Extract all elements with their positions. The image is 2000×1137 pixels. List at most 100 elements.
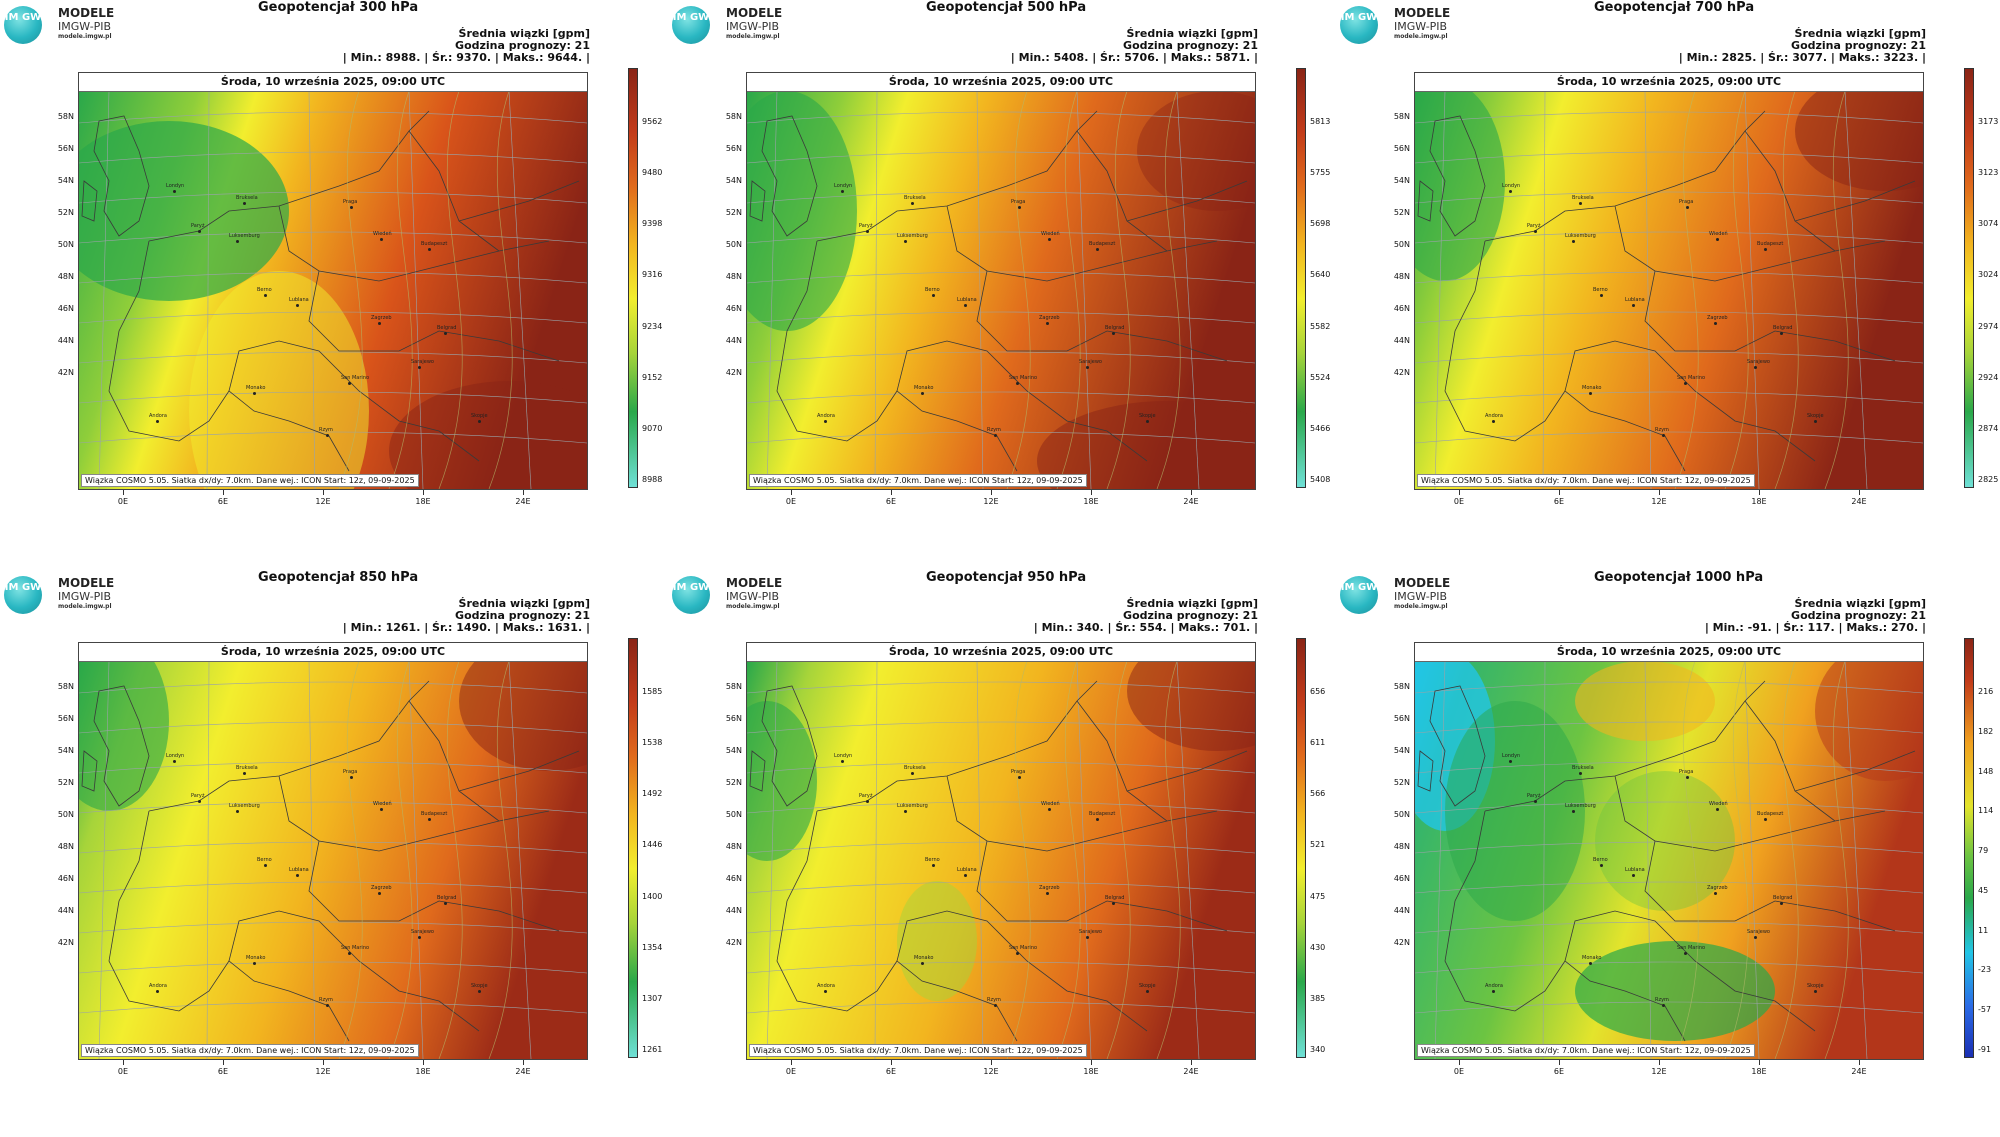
spread-isoline	[1106, 91, 1131, 489]
city-label: Wiedeń	[1709, 231, 1728, 237]
city-marker-icon	[1572, 240, 1575, 243]
city-marker-icon	[156, 990, 159, 993]
latitude-label: 42N	[1393, 938, 1410, 947]
city-label: Rzym	[319, 997, 333, 1003]
graticule-parallel	[1415, 881, 1923, 894]
city-marker-icon	[253, 392, 256, 395]
spread-isoline	[1156, 661, 1181, 1059]
latitude-label: 52N	[57, 208, 74, 217]
graticule-parallel	[79, 271, 587, 284]
city-label: Rzym	[1655, 997, 1669, 1003]
spread-isoline	[1824, 91, 1849, 489]
border-line	[1794, 750, 1916, 792]
city-label: Lublana	[1625, 297, 1645, 303]
logo-line1: MODELE	[726, 576, 783, 590]
latitude-label: 46N	[1393, 304, 1410, 313]
border-line	[1644, 270, 1896, 362]
graticule-parallel	[1415, 681, 1923, 694]
graticule-parallel	[79, 761, 587, 774]
city-marker-icon	[350, 206, 353, 209]
city-marker-icon	[1086, 366, 1089, 369]
city-label: Luksemburg	[1565, 233, 1596, 239]
geopotential-field	[747, 91, 1255, 489]
longitude-label: 24E	[1183, 497, 1199, 506]
map-area: Środa, 10 września 2025, 09:00 UTC Londyn…	[1414, 72, 1924, 490]
latitude-label: 52N	[57, 778, 74, 787]
city-marker-icon	[296, 874, 299, 877]
border-line	[93, 115, 150, 237]
latitude-label: 44N	[1393, 336, 1410, 345]
logo-badge-icon: IM GW	[672, 6, 710, 44]
spread-isoline	[1724, 91, 1749, 489]
graticule-parallel	[747, 271, 1255, 284]
graticule-meridian	[408, 91, 424, 489]
longitude-tick	[991, 1060, 992, 1065]
city-label: Budapeszt	[1757, 241, 1784, 247]
city-label: Andora	[149, 983, 167, 989]
stats-line: Średnia wiązki [gpm]	[458, 597, 590, 610]
latitude-label: 44N	[57, 906, 74, 915]
panel-title: Geopotencjał 1000 hPa	[1594, 570, 1764, 585]
city-marker-icon	[841, 760, 844, 763]
city-label: Belgrad	[1773, 325, 1793, 331]
longitude-label: 6E	[1553, 497, 1565, 506]
longitude-tick	[1759, 1060, 1760, 1065]
graticule-parallel	[747, 881, 1255, 894]
geopotential-field	[1415, 661, 1923, 1059]
graticule-meridian	[98, 661, 110, 1059]
border-line	[896, 910, 1148, 1032]
map-area: Środa, 10 września 2025, 09:00 UTC Londyn…	[1414, 642, 1924, 1060]
field-region	[747, 701, 817, 861]
city-marker-icon	[350, 776, 353, 779]
graticule-parallel	[747, 191, 1255, 204]
graticule-meridian	[766, 91, 778, 489]
colorbar-label: 3074	[1978, 219, 1999, 229]
city-marker-icon	[1686, 206, 1689, 209]
graticule-meridian	[1542, 661, 1546, 1059]
city-marker-icon	[444, 902, 447, 905]
city-marker-icon	[1780, 902, 1783, 905]
border-line	[761, 115, 818, 237]
city-label: Budapeszt	[1089, 811, 1116, 817]
city-marker-icon	[1600, 864, 1603, 867]
city-marker-icon	[428, 248, 431, 251]
city-label: Paryż	[1527, 223, 1541, 229]
stats-block: Średnia wiązki [gpm] Godzina prognozy: 21…	[1034, 598, 1258, 634]
colorbar-label: 2825	[1978, 475, 1999, 484]
latitude-label: 58N	[57, 112, 74, 121]
colorbar-label: 114	[1978, 806, 1994, 816]
graticule-meridian	[1076, 91, 1092, 489]
colorbar	[628, 638, 638, 1058]
city-label: San Marino	[1009, 375, 1038, 381]
graticule-parallel	[747, 391, 1255, 404]
latitude-label: 48N	[1393, 842, 1410, 851]
city-label: Zagrzeb	[371, 885, 392, 891]
city-label: Lublana	[289, 867, 309, 873]
city-marker-icon	[1534, 800, 1537, 803]
border-line	[228, 910, 480, 1032]
longitude-label: 18E	[1083, 1067, 1099, 1076]
city-marker-icon	[1579, 772, 1582, 775]
city-label: Lublana	[957, 297, 977, 303]
spread-isoline	[1056, 91, 1081, 489]
graticule-parallel	[747, 681, 1255, 694]
city-marker-icon	[911, 772, 914, 775]
graticule-parallel	[1415, 151, 1923, 164]
map-area: Środa, 10 września 2025, 09:00 UTC Londyn…	[78, 72, 588, 490]
latitude-label: 56N	[1393, 714, 1410, 723]
city-marker-icon	[1589, 392, 1592, 395]
spread-isoline	[338, 661, 363, 1059]
colorbar-label: 340	[1310, 1045, 1326, 1054]
stats-block: Średnia wiązki [gpm] Godzina prognozy: 21…	[343, 28, 590, 64]
colorbar-label: 5524	[1310, 372, 1331, 382]
longitude-tick	[123, 1060, 124, 1065]
longitude-tick	[1091, 1060, 1092, 1065]
logo-badge-icon: IM GW	[4, 6, 42, 44]
city-label: Skopje	[1807, 983, 1824, 989]
city-label: Praga	[343, 199, 358, 205]
imgw-logo: IM GW MODELE IMGW-PIB modele.imgw.pl	[4, 574, 124, 614]
colorbar-label: 9070	[642, 423, 663, 433]
city-marker-icon	[911, 202, 914, 205]
city-marker-icon	[994, 434, 997, 437]
longitude-tick	[1859, 1060, 1860, 1065]
